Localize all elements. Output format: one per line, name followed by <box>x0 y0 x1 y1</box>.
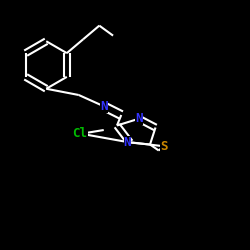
Text: N: N <box>100 100 108 113</box>
Text: N: N <box>135 112 142 125</box>
Text: Cl: Cl <box>72 127 88 140</box>
Text: S: S <box>160 140 168 153</box>
Text: N: N <box>124 136 131 148</box>
